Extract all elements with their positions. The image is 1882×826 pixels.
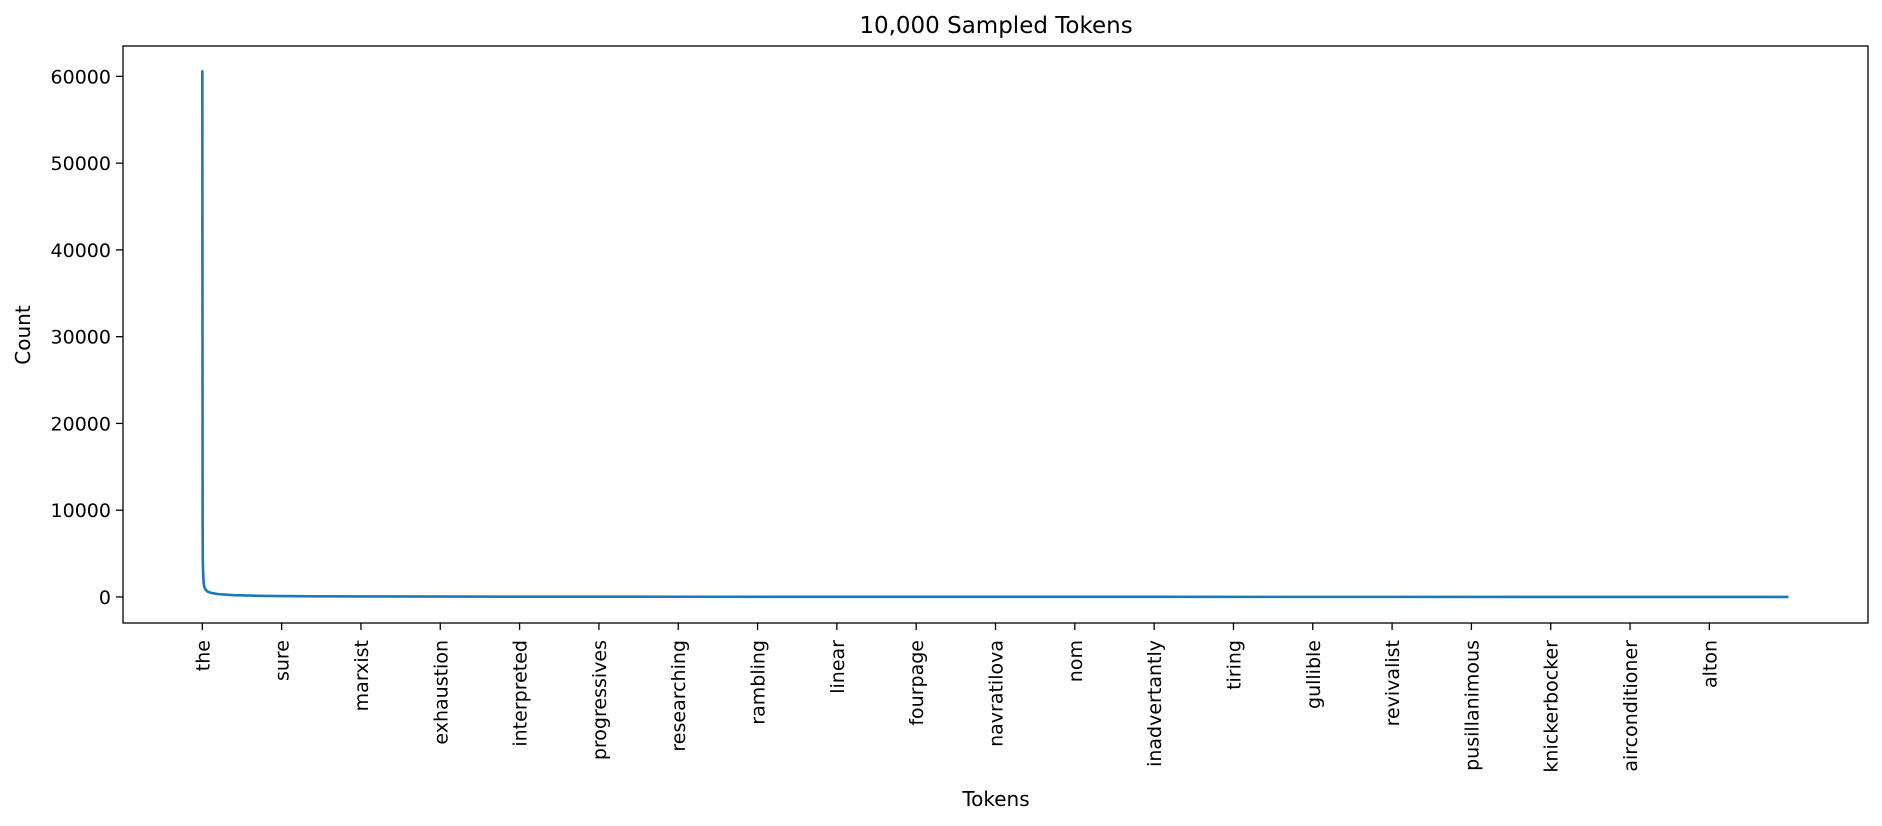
x-tick-label: inadvertantly xyxy=(1144,640,1166,767)
y-tick-label: 40000 xyxy=(51,240,111,262)
x-axis: the sure marxist exhaustion interpreted progr… xyxy=(192,623,1721,773)
x-tick-label: airconditioner xyxy=(1620,640,1642,772)
x-tick-label: the xyxy=(192,640,214,671)
x-tick-label: nom xyxy=(1065,640,1087,682)
x-tick-label: fourpage xyxy=(906,640,928,726)
x-tick-label: alton xyxy=(1699,640,1721,688)
y-axis-title: Count xyxy=(11,305,35,365)
series-layer xyxy=(201,70,1789,599)
x-tick-label: revivalist xyxy=(1382,640,1404,726)
y-tick-label: 50000 xyxy=(51,153,111,175)
x-tick-label: progressives xyxy=(589,640,611,760)
x-tick-label: researching xyxy=(668,640,690,752)
y-axis: 0 10000 20000 30000 40000 50000 60000 xyxy=(51,66,123,609)
chart-title: 10,000 Sampled Tokens xyxy=(859,13,1132,39)
x-tick-label: marxist xyxy=(351,640,373,711)
x-tick-label: pusillanimous xyxy=(1461,640,1483,771)
y-tick-label: 0 xyxy=(99,587,111,609)
x-tick-label: sure xyxy=(272,640,294,681)
y-tick-label: 10000 xyxy=(51,500,111,522)
x-tick-label: rambling xyxy=(748,640,770,725)
series-line xyxy=(201,70,1789,599)
x-tick-label: navratilova xyxy=(986,640,1008,747)
plot-frame xyxy=(122,45,1869,624)
y-tick-label: 20000 xyxy=(51,413,111,435)
x-tick-label: interpreted xyxy=(510,640,532,747)
x-axis-title: Tokens xyxy=(961,787,1029,811)
x-tick-label: gullible xyxy=(1303,640,1325,709)
y-tick-label: 60000 xyxy=(51,66,111,88)
x-tick-label: tiring xyxy=(1223,640,1245,690)
x-tick-label: exhaustion xyxy=(430,640,452,745)
x-tick-label: linear xyxy=(827,640,849,694)
y-tick-label: 30000 xyxy=(51,327,111,349)
x-tick-label: knickerbocker xyxy=(1541,640,1563,773)
